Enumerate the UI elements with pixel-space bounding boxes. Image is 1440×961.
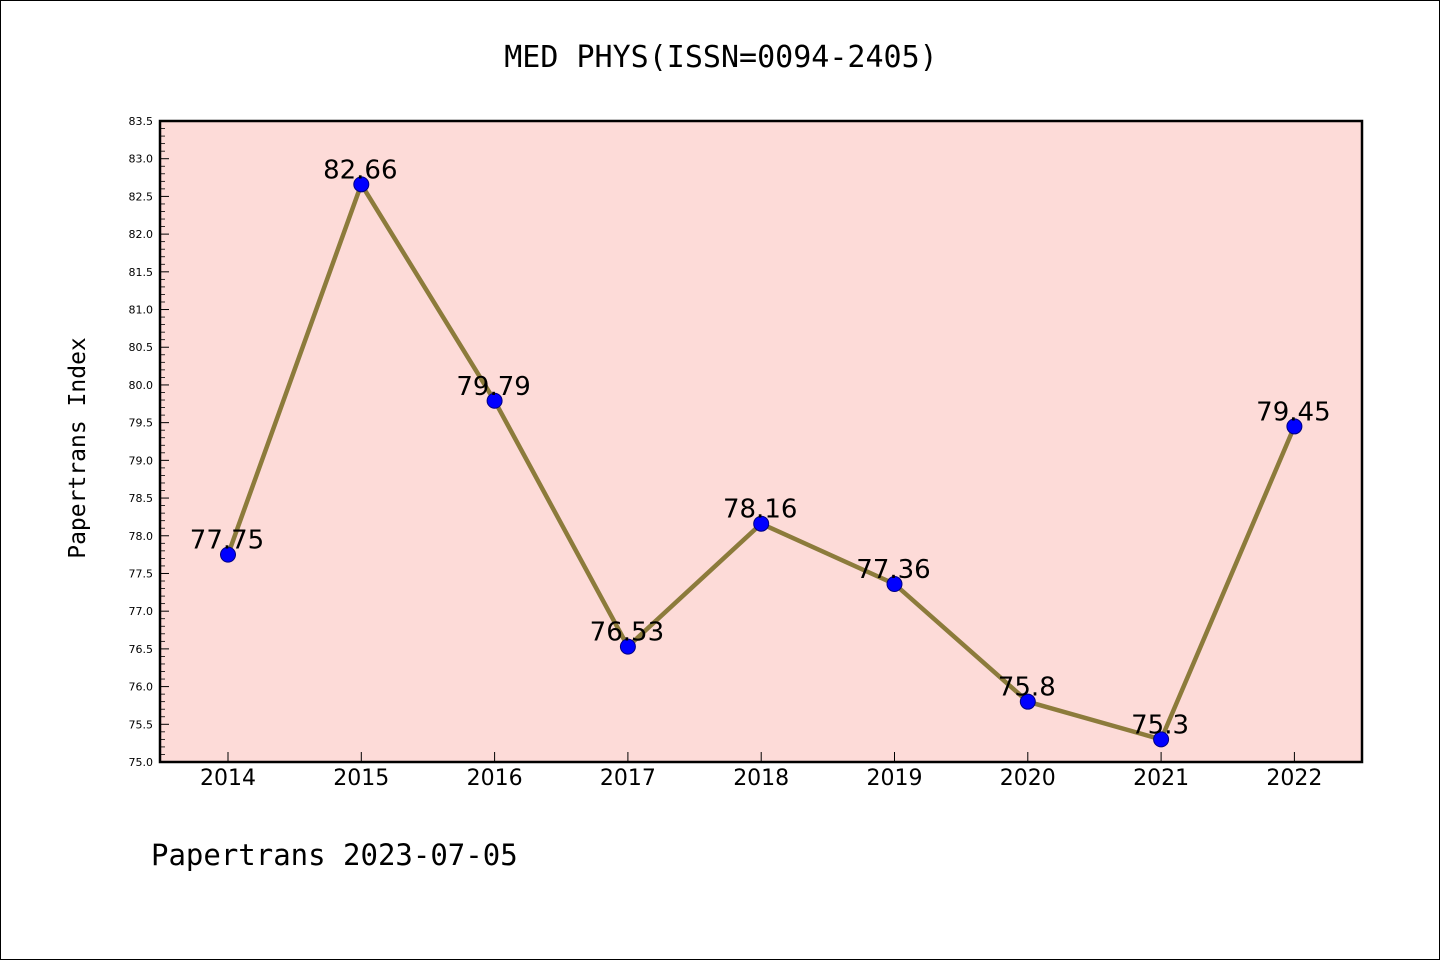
y-tick-label: 82.0 [129, 228, 154, 241]
chart-title: MED PHYS(ISSN=0094-2405) [504, 40, 937, 75]
y-tick-label: 80.0 [129, 379, 154, 392]
y-tick-label: 78.5 [129, 492, 154, 505]
y-tick-label: 80.5 [129, 341, 154, 354]
y-tick-label: 79.5 [129, 417, 154, 430]
y-tick-label: 77.0 [129, 605, 154, 618]
footer-text: Papertrans 2023-07-05 [151, 838, 518, 872]
y-tick-label: 83.5 [129, 115, 154, 128]
data-label-2015: 82.66 [323, 155, 397, 185]
y-tick-label: 82.5 [129, 190, 154, 203]
plot-area [160, 121, 1362, 762]
y-tick-label: 81.0 [129, 304, 154, 317]
data-label-2017: 76.53 [590, 618, 664, 648]
x-tick-label: 2016 [467, 766, 523, 791]
x-tick-label: 2014 [200, 766, 256, 791]
y-tick-label: 81.5 [129, 266, 154, 279]
x-tick-label: 2018 [733, 766, 789, 791]
data-point-2020 [1019, 693, 1036, 710]
data-label-2014: 77.75 [190, 526, 264, 556]
data-label-2021: 75.3 [1131, 710, 1189, 740]
data-point-2015 [353, 176, 370, 193]
data-label-2020: 75.8 [998, 673, 1056, 703]
y-tick-label: 76.5 [129, 643, 154, 656]
plot-border [158, 119, 1364, 764]
x-tick-label: 2019 [867, 766, 923, 791]
data-points [220, 176, 1303, 748]
y-tick-label: 75.5 [129, 718, 154, 731]
data-label-2019: 77.36 [856, 555, 930, 585]
y-tick-label: 77.5 [129, 567, 154, 580]
y-tick-label: 75.0 [129, 756, 154, 769]
data-point-2021 [1153, 731, 1170, 748]
y-tick-label: 83.0 [129, 153, 154, 166]
data-point-2016 [486, 392, 503, 409]
y-tick-label: 78.0 [129, 530, 154, 543]
data-label-2016: 79.79 [456, 372, 530, 402]
x-tick-label: 2021 [1133, 766, 1189, 791]
y-axis-label: Papertrans Index [65, 337, 91, 559]
data-point-2022 [1286, 418, 1303, 435]
x-tick-label: 2015 [333, 766, 389, 791]
x-axis: 2014 2015 2016 2017 2018 2019 2020 2021 2022 [200, 752, 1322, 791]
y-tick-label: 79.0 [129, 454, 154, 467]
data-point-2019 [886, 576, 903, 593]
x-tick-label: 2022 [1266, 766, 1322, 791]
data-label-2022: 79.45 [1256, 397, 1330, 427]
x-tick-label: 2020 [1000, 766, 1056, 791]
y-tick-label: 76.0 [129, 681, 154, 694]
x-tick-label: 2017 [600, 766, 656, 791]
data-label-2018: 78.16 [723, 495, 797, 525]
data-point-2018 [753, 515, 770, 532]
data-point-2017 [619, 638, 636, 655]
data-labels: 77.75 82.66 79.79 76.53 78.16 77.36 75.8 75.3 79… [190, 155, 1331, 740]
data-point-2014 [220, 546, 236, 563]
